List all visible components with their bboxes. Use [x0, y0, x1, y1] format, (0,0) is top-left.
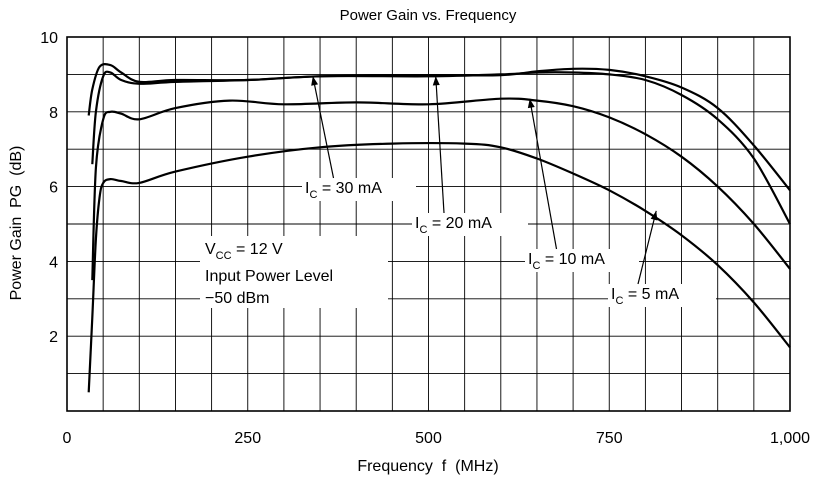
annotation-arrow: [637, 210, 657, 285]
y-tick-label: 10: [40, 30, 58, 47]
annotation-arrowhead: [527, 98, 535, 109]
y-tick-label: 4: [49, 254, 58, 271]
y-tick-label: 2: [49, 329, 58, 346]
y-tick-label: 8: [49, 105, 58, 122]
series-ic-10ma: [91, 97, 791, 281]
annotation-arrow: [312, 76, 335, 179]
condition-vcc: VCC = 12 V: [205, 241, 283, 262]
y-tick-labels: 2 4 6 8 10: [40, 30, 58, 346]
label-ic-5ma: IC = 5 mA: [611, 286, 679, 307]
annotation-background: [525, 249, 639, 272]
series-ic-30ma: [87, 63, 791, 191]
annotation-arrow: [529, 98, 558, 250]
annotation-arrowhead: [311, 76, 319, 86]
condition-power-level: −50 dBm: [205, 290, 269, 307]
series-ic-20ma: [91, 70, 791, 225]
label-ic-10ma: IC = 10 mA: [528, 251, 605, 272]
annotation-arrow: [435, 76, 445, 214]
condition-note: VCC = 12 V Input Power Level −50 dBm: [200, 236, 388, 308]
annotation-arrowhead: [650, 210, 658, 221]
x-axis-label: Frequency f (MHz): [357, 458, 498, 475]
label-ic-20ma: IC = 20 mA: [415, 215, 492, 236]
annotation-arrowhead: [432, 76, 440, 86]
y-tick-label: 6: [49, 180, 58, 197]
x-tick-label: 1,000: [770, 430, 810, 447]
data-series: [87, 63, 791, 393]
annotation-background: [412, 213, 528, 236]
x-tick-label: 750: [596, 430, 623, 447]
annotation-background: [302, 178, 416, 201]
label-ic-30ma: IC = 30 mA: [305, 180, 382, 201]
curve-annotations: IC = 30 mA IC = 20 mA IC = 10 mA IC = 5 mA: [302, 76, 716, 307]
annotation-background: [608, 284, 716, 307]
condition-input-power: Input Power Level: [205, 268, 333, 285]
x-tick-labels: 0 250 500 750 1,000: [63, 430, 811, 447]
x-tick-label: 250: [234, 430, 261, 447]
chart-title: Power Gain vs. Frequency: [340, 7, 517, 24]
series-ic-5ma: [87, 142, 791, 393]
x-tick-label: 0: [63, 430, 72, 447]
y-axis-label: Power Gain PG (dB): [8, 146, 25, 301]
x-tick-label: 500: [415, 430, 442, 447]
